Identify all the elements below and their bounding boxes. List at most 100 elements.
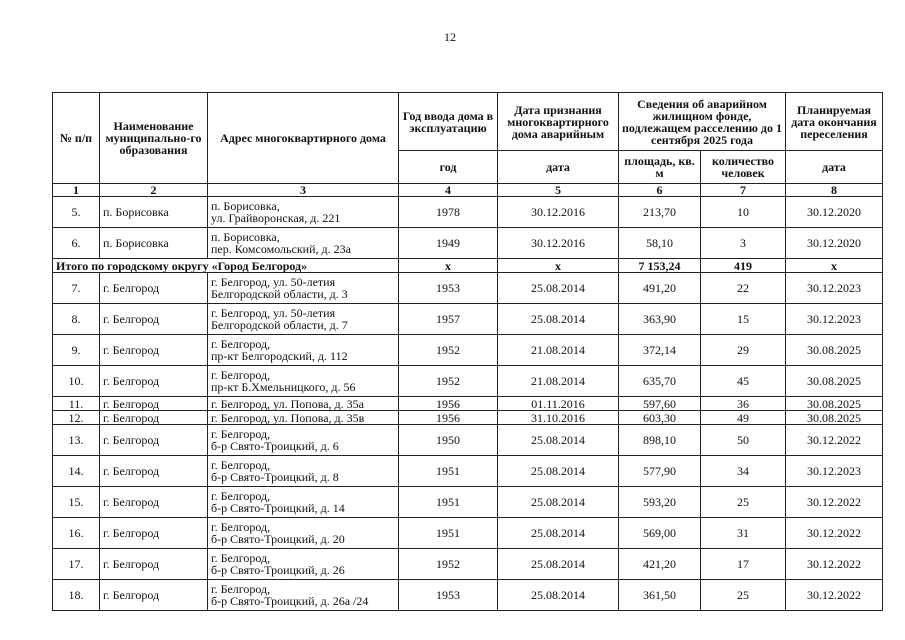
address-cell: п. Борисовка, пер. Комсомольский, д. 23а bbox=[207, 227, 399, 259]
table-cell: 30.12.2020 bbox=[785, 227, 883, 259]
address-line: г. Белгород, bbox=[211, 427, 271, 441]
address-line: п. Борисовка, bbox=[211, 230, 280, 244]
subheader-cell: дата bbox=[497, 150, 619, 184]
table-cell: п. Борисовка bbox=[99, 196, 208, 228]
table-cell: 577,90 bbox=[618, 455, 701, 487]
table-row: 11. г. Белгород г. Белгород, ул. Попова, д… bbox=[52, 396, 883, 411]
table-cell: 1953 bbox=[398, 579, 498, 611]
table-cell: 25 bbox=[700, 579, 786, 611]
address-line: г. Белгород, bbox=[211, 489, 271, 503]
table-cell: 1957 bbox=[398, 303, 498, 335]
address-cell: г. Белгород, б-р Свято-Троицкий, д. 20 bbox=[207, 517, 399, 549]
column-number: 1 bbox=[52, 183, 100, 197]
total-cell: х bbox=[497, 258, 619, 273]
column-number: 6 bbox=[618, 183, 701, 197]
address-line: ул. Грайворонская, д. 221 bbox=[211, 211, 341, 225]
table-cell: 30.12.2016 bbox=[497, 227, 619, 259]
table-cell: 1952 bbox=[398, 548, 498, 580]
table-cell: 593,20 bbox=[618, 486, 701, 518]
table-cell: 30.12.2016 bbox=[497, 196, 619, 228]
table-cell: 898,10 bbox=[618, 424, 701, 456]
table-cell: 14. bbox=[52, 455, 100, 487]
address-cell: г. Белгород, ул. 50-летия Белгородской об… bbox=[207, 303, 399, 335]
table-cell: 16. bbox=[52, 517, 100, 549]
table-row: 18. г. Белгород г. Белгород, б-р Свято-Трои… bbox=[52, 579, 883, 611]
table-row: 9. г. Белгород г. Белгород, пр-кт Белгородс… bbox=[52, 334, 883, 366]
table-cell: 372,14 bbox=[618, 334, 701, 366]
table-cell: г. Белгород bbox=[99, 410, 208, 425]
header-cell: Планируемая дата окончания переселения bbox=[785, 92, 883, 151]
address-line: б-р Свято-Троицкий, д. 8 bbox=[211, 470, 339, 484]
table-cell: 10. bbox=[52, 365, 100, 397]
table-row: 10. г. Белгород г. Белгород, пр-кт Б.Хмельн… bbox=[52, 365, 883, 397]
address-line: г. Белгород, ул. Попова, д. 35а bbox=[211, 396, 364, 411]
table-cell: 30.12.2023 bbox=[785, 272, 883, 304]
table-cell: 30.12.2022 bbox=[785, 424, 883, 456]
table-cell: п. Борисовка bbox=[99, 227, 208, 259]
column-number: 5 bbox=[497, 183, 619, 197]
table-cell: 1951 bbox=[398, 517, 498, 549]
address-line: пр-кт Белгородский, д. 112 bbox=[211, 349, 348, 363]
header-cell: Дата признания многоквартирного дома ава… bbox=[497, 92, 619, 151]
table-cell: 15. bbox=[52, 486, 100, 518]
table-cell: 1951 bbox=[398, 455, 498, 487]
table-cell: 25.08.2014 bbox=[497, 486, 619, 518]
address-cell: г. Белгород, пр-кт Белгородский, д. 112 bbox=[207, 334, 399, 366]
column-number: 2 bbox=[99, 183, 208, 197]
table-row: 7. г. Белгород г. Белгород, ул. 50-летия Бе… bbox=[52, 272, 883, 304]
table-cell: 30.08.2025 bbox=[785, 410, 883, 425]
table-cell: 3 bbox=[700, 227, 786, 259]
table-cell: 13. bbox=[52, 424, 100, 456]
address-line: г. Белгород, ул. 50-летия bbox=[211, 306, 336, 320]
table-cell: 1956 bbox=[398, 396, 498, 411]
address-line: Белгородской области, д. 3 bbox=[211, 287, 348, 301]
address-line: г. Белгород, ул. 50-летия bbox=[211, 275, 336, 289]
address-line: Белгородской области, д. 7 bbox=[211, 318, 348, 332]
table-cell: 421,20 bbox=[618, 548, 701, 580]
table-row: 12. г. Белгород г. Белгород, ул. Попова, д… bbox=[52, 410, 883, 425]
table-cell: 5. bbox=[52, 196, 100, 228]
table-cell: 363,90 bbox=[618, 303, 701, 335]
table-cell: 25.08.2014 bbox=[497, 579, 619, 611]
table-cell: 1951 bbox=[398, 486, 498, 518]
table-row: 15. г. Белгород г. Белгород, б-р Свято-Трои… bbox=[52, 486, 883, 518]
table-cell: 25.08.2014 bbox=[497, 517, 619, 549]
total-label: Итого по городскому округу «Город Белгор… bbox=[52, 258, 399, 273]
address-line: г. Белгород, bbox=[211, 368, 271, 382]
address-cell: г. Белгород, пр-кт Б.Хмельницкого, д. 56 bbox=[207, 365, 399, 397]
table-cell: 1956 bbox=[398, 410, 498, 425]
table-cell: 1952 bbox=[398, 365, 498, 397]
table-cell: 30.08.2025 bbox=[785, 396, 883, 411]
total-row: Итого по городскому округу «Город Белгор… bbox=[52, 258, 883, 273]
address-line: г. Белгород, bbox=[211, 520, 271, 534]
column-number: 4 bbox=[398, 183, 498, 197]
column-number: 7 bbox=[700, 183, 786, 197]
table-cell: 25.08.2014 bbox=[497, 424, 619, 456]
table-cell: 12. bbox=[52, 410, 100, 425]
table-cell: 1952 bbox=[398, 334, 498, 366]
address-line: п. Борисовка, bbox=[211, 199, 280, 213]
table-header: № п/п Наименование муниципально-го образ… bbox=[52, 92, 883, 197]
table-cell: 34 bbox=[700, 455, 786, 487]
table-cell: 11. bbox=[52, 396, 100, 411]
address-line: г. Белгород, ул. Попова, д. 35в bbox=[211, 410, 365, 425]
total-cell: х bbox=[398, 258, 498, 273]
column-number: 3 bbox=[207, 183, 399, 197]
table-cell: 25.08.2014 bbox=[497, 548, 619, 580]
address-line: пр-кт Б.Хмельницкого, д. 56 bbox=[211, 380, 356, 394]
table-cell: 30.12.2022 bbox=[785, 486, 883, 518]
table-cell: 01.11.2016 bbox=[497, 396, 619, 411]
table-cell: 18. bbox=[52, 579, 100, 611]
table-cell: г. Белгород bbox=[99, 548, 208, 580]
header-cell: Год ввода дома в эксплуатацию bbox=[398, 92, 498, 151]
table-cell: 603,30 bbox=[618, 410, 701, 425]
table-cell: 1953 bbox=[398, 272, 498, 304]
table-cell: 1978 bbox=[398, 196, 498, 228]
table-cell: 6. bbox=[52, 227, 100, 259]
table-cell: 30.12.2020 bbox=[785, 196, 883, 228]
total-cell: х bbox=[785, 258, 883, 273]
table-cell: 1950 bbox=[398, 424, 498, 456]
table-cell: 58,10 bbox=[618, 227, 701, 259]
table-cell: 491,20 bbox=[618, 272, 701, 304]
table-cell: 10 bbox=[700, 196, 786, 228]
